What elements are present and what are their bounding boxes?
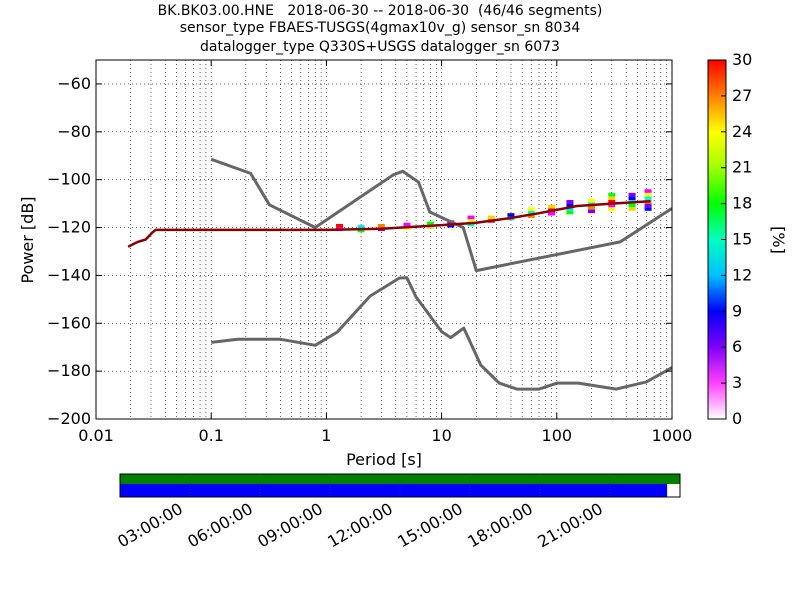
timeline-tick-label: 21:00:00: [534, 499, 606, 551]
data-coverage-bar: [120, 474, 680, 484]
colorbar-label: [%]: [769, 226, 788, 254]
psd-density-cell: [587, 198, 595, 203]
y-tick-label: −120: [47, 218, 91, 237]
psd-density-cell: [548, 211, 556, 216]
psd-density-cell: [467, 222, 475, 227]
colorbar-tick-label: 24: [732, 122, 752, 141]
y-tick-label: −180: [47, 361, 91, 380]
colorbar-tick-label: 15: [732, 230, 752, 249]
psd-density-cell: [644, 189, 652, 193]
psd-density-cell: [507, 213, 515, 217]
colorbar-tick-label: 12: [732, 265, 752, 284]
psd-density-cell: [357, 225, 365, 229]
chart-title-line-3: datalogger_type Q330S+USGS datalogger_sn…: [200, 39, 560, 55]
psd-density-cell: [467, 219, 475, 223]
chart-title-line-2: sensor_type FBAES-TUSGS(4gmax10v_g) sens…: [179, 20, 581, 36]
colorbar-tick-label: 6: [732, 337, 742, 356]
psd-density-cell: [644, 192, 652, 197]
psd-density-cell: [644, 203, 652, 208]
psd-density-cell: [608, 192, 616, 197]
psd-density-cell: [487, 215, 495, 220]
psd-density-cell: [566, 200, 574, 204]
colorbar-tick-label: 3: [732, 373, 742, 392]
x-axis-label: Period [s]: [346, 450, 422, 469]
psd-density-cell: [628, 192, 636, 197]
x-tick-label: 0.1: [198, 426, 223, 445]
plot-frame: [95, 59, 673, 420]
psd-density-cell: [336, 223, 344, 228]
y-tick-label: −160: [47, 313, 91, 332]
colorbar-tick-label: 30: [732, 50, 752, 69]
psd-coverage-bar: [120, 484, 668, 497]
y-tick-label: −140: [47, 265, 91, 284]
psd-density-cell: [467, 215, 475, 220]
x-tick-label: 1: [321, 426, 331, 445]
psd-density-cell: [527, 214, 535, 218]
timeline-tick-label: 12:00:00: [324, 499, 396, 551]
psd-density-cell: [566, 203, 574, 208]
axis-ticks: −200 −180 −160 −140 −120 −100 −80 −60 0.01 0.1 1 10…: [47, 60, 692, 445]
psd-density-cell: [608, 203, 616, 208]
noise-model-low-line: [211, 276, 672, 391]
colorbar-tick-label: 27: [732, 86, 752, 105]
psd-density-cell: [628, 196, 636, 201]
psd-mode-line: [127, 199, 651, 248]
psd-density-cell: [527, 207, 535, 211]
x-tick-label: 1000: [652, 426, 693, 445]
colorbar-tick-label: 18: [732, 194, 752, 213]
colorbar-tick-label: 9: [732, 301, 742, 320]
psd-density-cell: [587, 205, 595, 210]
timeline-tick-label: 15:00:00: [394, 499, 466, 551]
noise-model-high-line: [210, 157, 672, 273]
psd-density-cell: [566, 210, 574, 215]
y-tick-label: −80: [57, 122, 91, 141]
psd-density-cell: [426, 221, 434, 226]
psd-spread-bands: [336, 189, 652, 233]
y-tick-label: −200: [47, 409, 91, 428]
y-tick-label: −60: [57, 74, 91, 93]
chart-title-line-1: BK.BK03.00.HNE 2018-06-30 -- 2018-06-30 …: [157, 3, 603, 19]
grid-lines: [96, 60, 672, 419]
psd-density-cell: [644, 207, 652, 211]
psd-density-cell: [357, 228, 365, 233]
psd-density-cell: [527, 210, 535, 215]
timeline-coverage: 03:00:0006:00:0009:00:0012:00:0015:00:00…: [114, 473, 681, 551]
timeline-tick-label: 18:00:00: [464, 499, 536, 551]
psd-density-cell: [608, 200, 616, 204]
psd-density-cell: [403, 222, 411, 227]
x-tick-label: 100: [542, 426, 573, 445]
timeline-tick-label: 03:00:00: [114, 499, 186, 551]
psd-density-cell: [608, 207, 616, 211]
timeline-tick-label: 09:00:00: [254, 499, 326, 551]
psd-density-cell: [377, 223, 385, 228]
colorbar-ticks: 0 3 6 9 12 15 18 21 24 27 30: [721, 50, 752, 428]
psd-density-cell: [566, 207, 574, 211]
timeline-tick-label: 06:00:00: [184, 499, 256, 551]
psd-density-cell: [628, 207, 636, 211]
colorbar-tick-label: 0: [732, 409, 742, 428]
x-tick-label: 0.01: [78, 426, 114, 445]
psd-density-cell: [644, 196, 652, 201]
psd-density-cell: [447, 223, 455, 228]
y-tick-label: −100: [47, 170, 91, 189]
psd-density-cell: [548, 204, 556, 209]
y-axis-label: Power [dB]: [18, 196, 37, 283]
psd-density-cell: [608, 196, 616, 201]
series-lines: [127, 157, 672, 391]
colorbar-tick-label: 21: [732, 158, 752, 177]
x-tick-label: 10: [431, 426, 451, 445]
psd-density-cell: [587, 209, 595, 214]
psd-density-cell: [628, 203, 636, 208]
